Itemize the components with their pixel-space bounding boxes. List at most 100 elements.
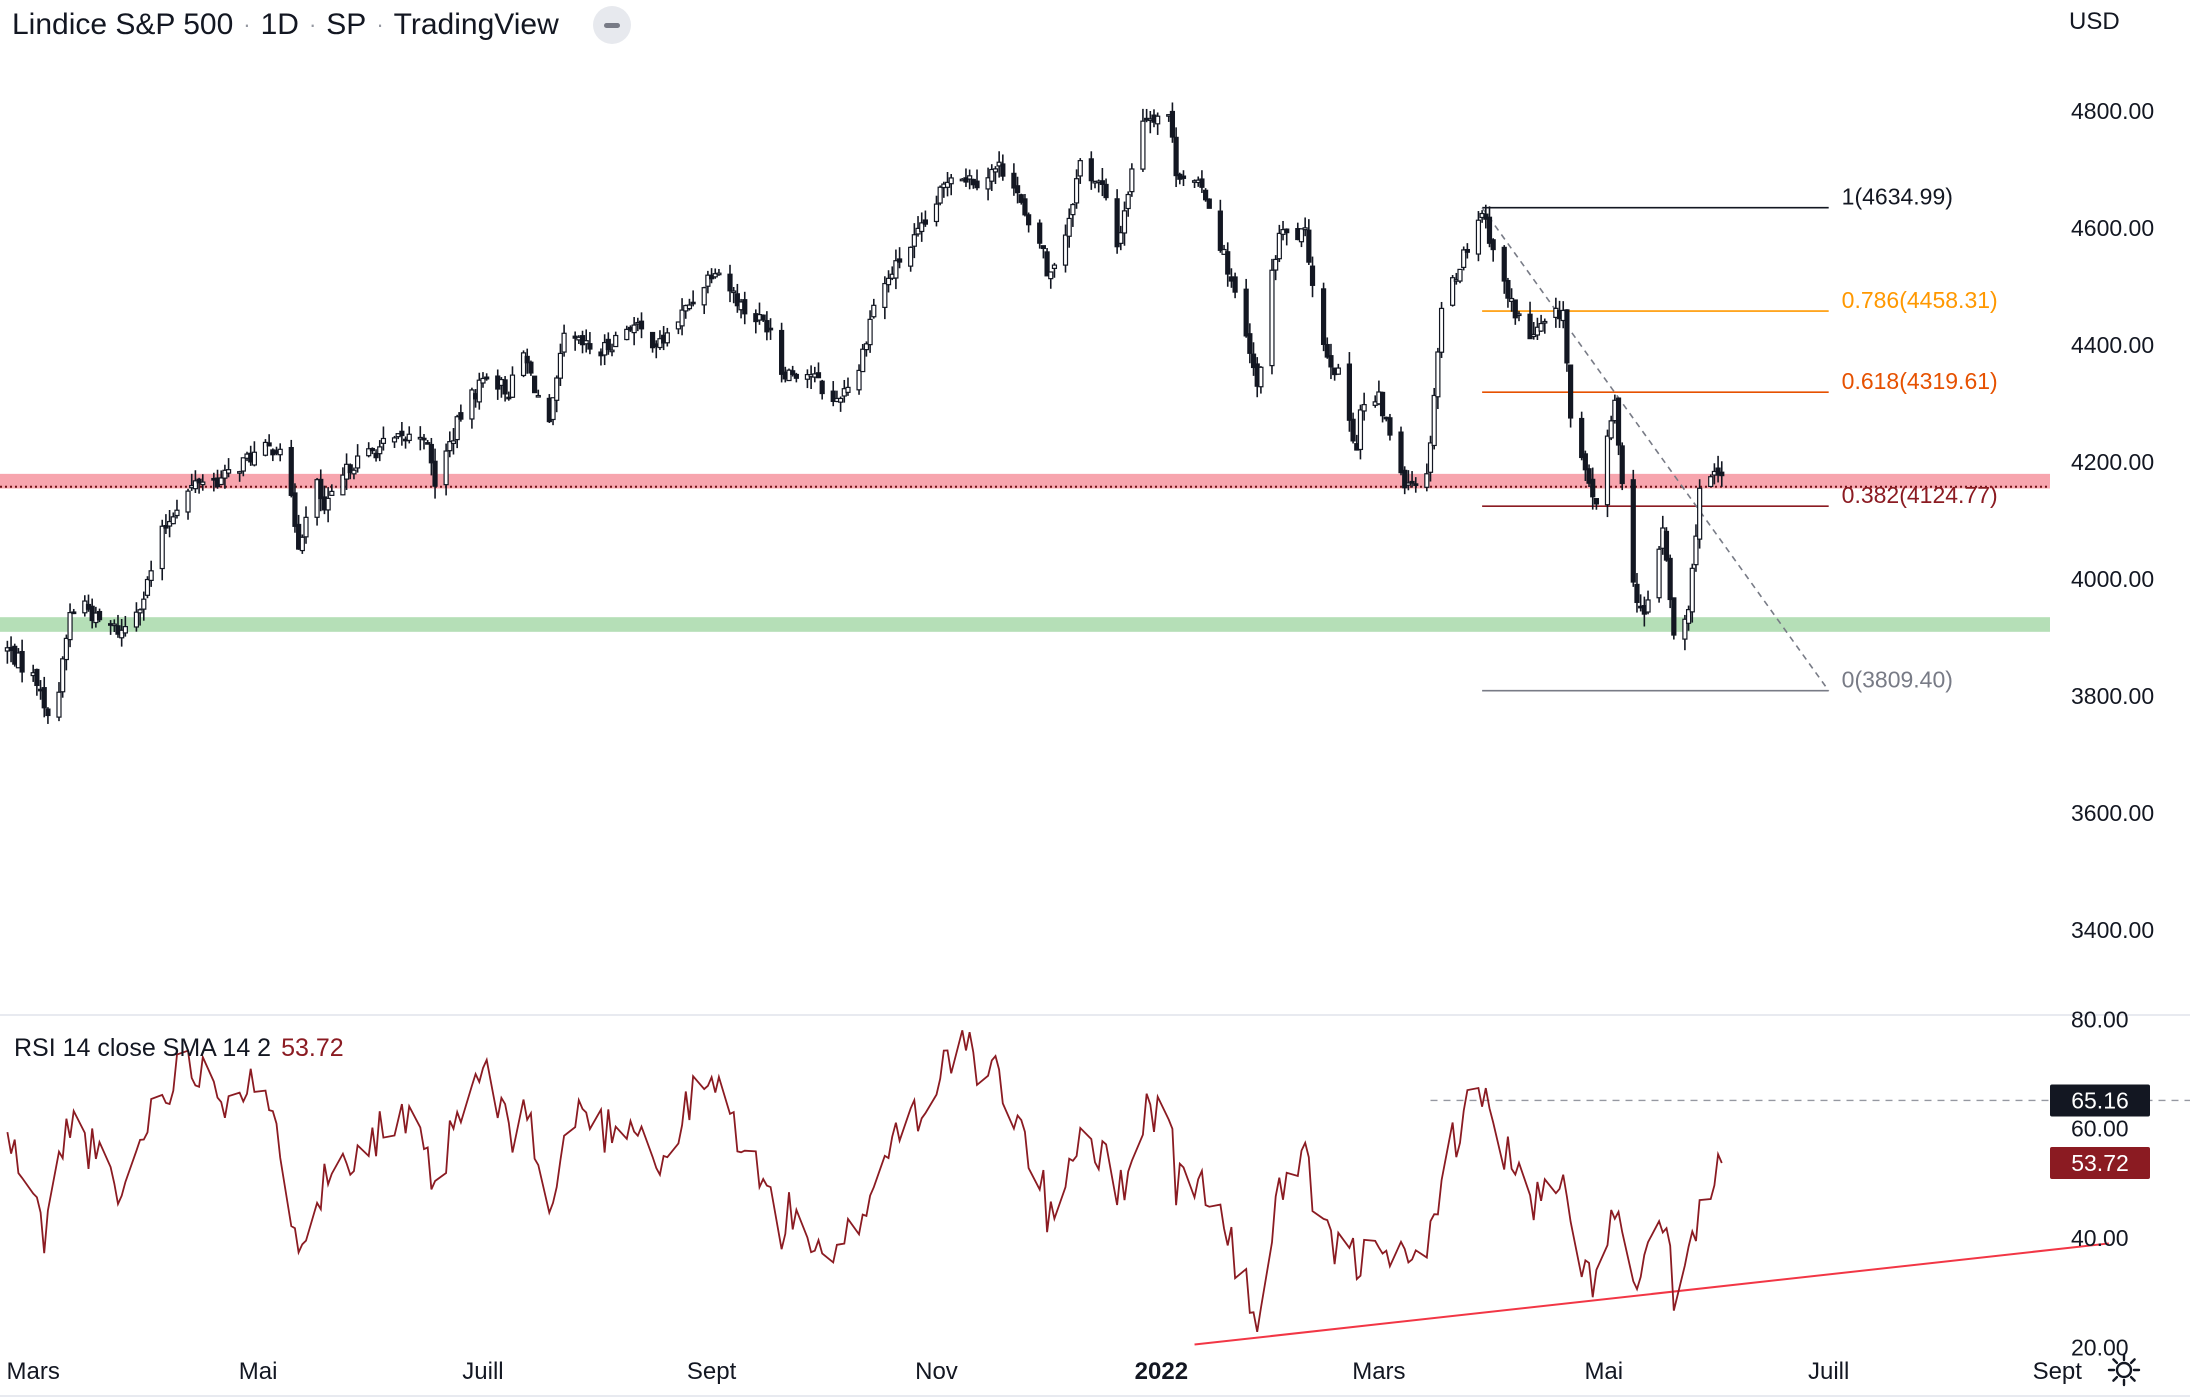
candle xyxy=(727,264,733,303)
candle xyxy=(1302,217,1308,237)
candle-body xyxy=(908,246,914,267)
rsi-last-value-badge-bg xyxy=(2050,1146,2150,1179)
candle-body xyxy=(609,349,615,353)
candle xyxy=(1387,413,1393,441)
candle-body xyxy=(1011,172,1017,189)
candle xyxy=(583,329,589,353)
candle xyxy=(638,312,645,339)
rsi-legend: RSI 14 close SMA 14 2 53.72 xyxy=(14,1034,344,1063)
candle-body xyxy=(1073,178,1080,204)
candle xyxy=(502,376,508,402)
candle xyxy=(734,283,740,313)
candle xyxy=(963,168,969,187)
candle-body xyxy=(764,320,770,333)
candle xyxy=(786,368,792,382)
candle-body xyxy=(1450,277,1456,306)
rsi-layer xyxy=(0,1014,2190,1397)
price-axis-tick: 4600.00 xyxy=(2071,215,2154,241)
candle-body xyxy=(1298,228,1305,243)
candle xyxy=(1037,219,1043,249)
candle-body xyxy=(793,373,799,379)
candle xyxy=(1118,225,1124,251)
candle xyxy=(554,375,560,413)
candle xyxy=(1663,527,1670,562)
candle-body xyxy=(1269,269,1275,367)
candle xyxy=(1516,311,1522,322)
candle xyxy=(967,169,973,190)
candle-body xyxy=(1671,597,1677,636)
candle xyxy=(1682,614,1688,651)
candle xyxy=(325,487,331,523)
candles-layer xyxy=(4,102,1725,724)
interval-label[interactable]: 1D xyxy=(260,8,299,41)
candle xyxy=(1026,212,1032,233)
candle-body xyxy=(1306,229,1312,263)
candle xyxy=(1269,258,1275,375)
candle xyxy=(716,268,722,276)
time-axis-label: Nov xyxy=(915,1358,958,1385)
candle-body xyxy=(524,355,530,364)
candle-body xyxy=(1615,397,1622,446)
candle-body xyxy=(170,516,176,525)
candle-body xyxy=(347,464,353,474)
candle-body xyxy=(1398,431,1404,474)
candle-body xyxy=(1424,473,1430,488)
candle-body xyxy=(458,412,464,420)
candle-body xyxy=(421,437,427,441)
currency-label[interactable]: USD xyxy=(2069,8,2120,35)
time-axis-label: Mai xyxy=(239,1358,278,1385)
candle-body xyxy=(1203,189,1209,201)
candle-body xyxy=(856,369,862,391)
candle xyxy=(911,223,917,259)
candle-body xyxy=(1427,442,1434,473)
candle xyxy=(428,437,434,476)
candle xyxy=(1114,189,1120,254)
candle xyxy=(649,331,656,353)
candle-body xyxy=(1564,309,1570,364)
candle xyxy=(860,343,866,373)
candle-body xyxy=(1590,478,1596,498)
minus-pill-icon[interactable] xyxy=(592,6,631,44)
candle xyxy=(985,167,991,201)
candle-body xyxy=(480,377,486,384)
candle xyxy=(1604,429,1611,518)
candle-body xyxy=(1273,258,1279,271)
candle xyxy=(1099,168,1105,197)
candle xyxy=(1250,342,1257,376)
candle xyxy=(480,372,486,388)
fib-trend-line xyxy=(1481,207,1830,692)
candle xyxy=(421,434,427,450)
candle xyxy=(1048,271,1054,289)
candle xyxy=(1409,471,1415,488)
candle-body xyxy=(447,441,453,452)
candle-body xyxy=(686,304,693,310)
price-axis-tick: 4800.00 xyxy=(2071,98,2154,124)
candle xyxy=(830,381,836,407)
candle xyxy=(318,469,324,512)
rsi-trendline xyxy=(1194,1242,2109,1346)
candle-body xyxy=(251,451,257,466)
candle-body xyxy=(218,477,224,486)
candle-body xyxy=(1070,203,1076,216)
candle xyxy=(1582,450,1588,482)
candle-body xyxy=(1719,471,1725,477)
symbol-name[interactable]: Lindice S&P 500 xyxy=(12,8,234,41)
candle xyxy=(1070,203,1076,227)
candle-body xyxy=(240,457,246,472)
candle-body xyxy=(742,299,748,315)
candle-body xyxy=(1302,227,1308,231)
candle-body xyxy=(561,332,567,353)
candle xyxy=(1129,163,1135,197)
candle-body xyxy=(1225,251,1231,275)
candle-body xyxy=(399,430,405,437)
candle xyxy=(1140,108,1146,172)
candle xyxy=(1512,299,1518,325)
fibonacci-layer: 1(4634.99) 0.786(4458.31) 0.618(4319.61) 0.… xyxy=(1481,184,1998,693)
candle xyxy=(1461,246,1467,271)
candle-body xyxy=(1512,299,1518,319)
candle xyxy=(701,286,707,315)
candle-body xyxy=(550,397,556,421)
gear-icon[interactable] xyxy=(2106,1352,2142,1388)
